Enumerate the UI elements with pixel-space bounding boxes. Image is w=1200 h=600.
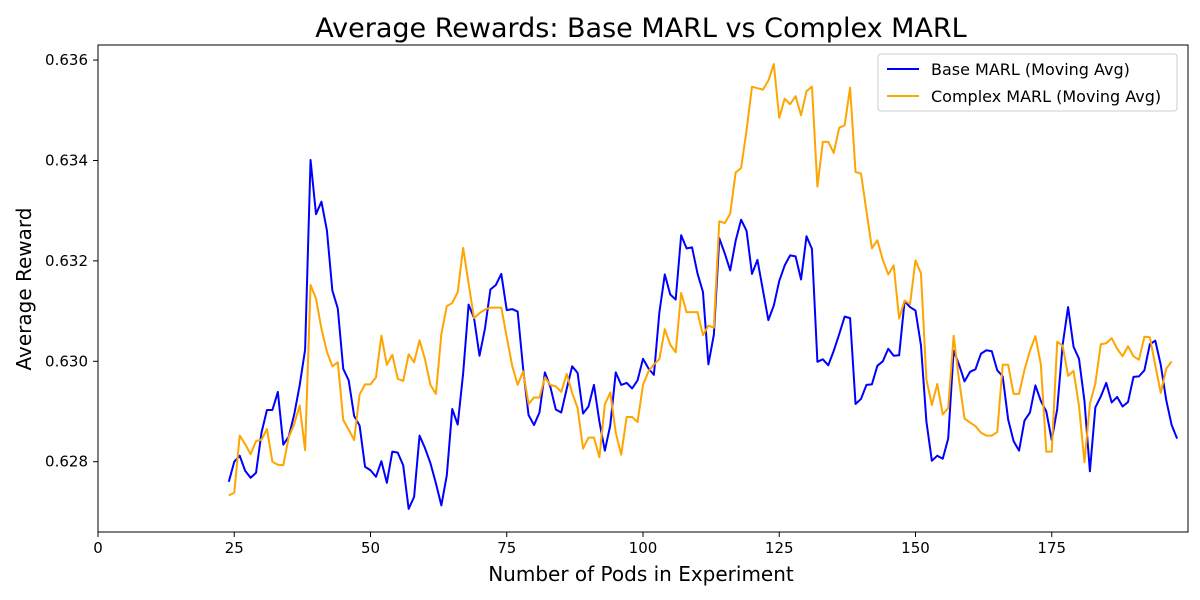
x-tick-label: 150 [901,539,930,557]
y-tick-label: 0.634 [45,151,88,169]
legend-label-base-marl: Base MARL (Moving Avg) [931,60,1130,79]
y-axis: 0.628 0.630 0.632 0.634 0.636 [45,51,98,471]
x-tick-label: 100 [629,539,658,557]
legend: Base MARL (Moving Avg) Complex MARL (Mov… [877,53,1178,112]
y-tick-label: 0.630 [45,352,88,370]
y-tick-label: 0.636 [45,51,88,69]
x-axis-label: Number of Pods in Experiment [488,562,794,586]
series-line-complex-marl [228,63,1173,497]
chart-title: Average Rewards: Base MARL vs Complex MA… [315,13,966,44]
y-tick-label: 0.632 [45,252,88,270]
legend-box [877,53,1178,112]
x-tick-label: 0 [93,539,103,557]
y-tick-label: 0.628 [45,453,88,471]
x-axis: 0 25 50 75 100 125 150 175 [93,532,1066,557]
y-axis-label: Average Reward [12,208,36,371]
x-tick-label: 75 [497,539,516,557]
legend-label-complex-marl: Complex MARL (Moving Avg) [931,87,1161,106]
x-tick-label: 50 [361,539,380,557]
series-layer [227,63,1179,510]
x-tick-label: 125 [765,539,794,557]
x-tick-label: 25 [225,539,244,557]
series-line-base-marl [227,158,1179,510]
x-tick-label: 175 [1037,539,1066,557]
